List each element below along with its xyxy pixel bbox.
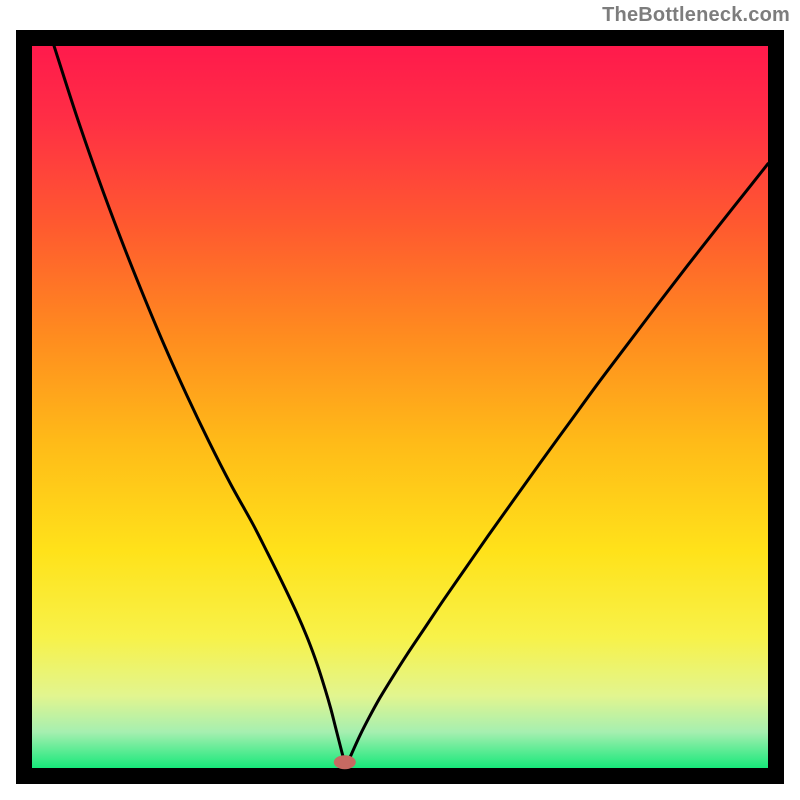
plot-background bbox=[32, 46, 768, 768]
optimum-marker bbox=[334, 755, 356, 769]
chart-container: TheBottleneck.com bbox=[0, 0, 800, 800]
watermark-label: TheBottleneck.com bbox=[602, 4, 790, 27]
plot-svg bbox=[0, 0, 800, 800]
